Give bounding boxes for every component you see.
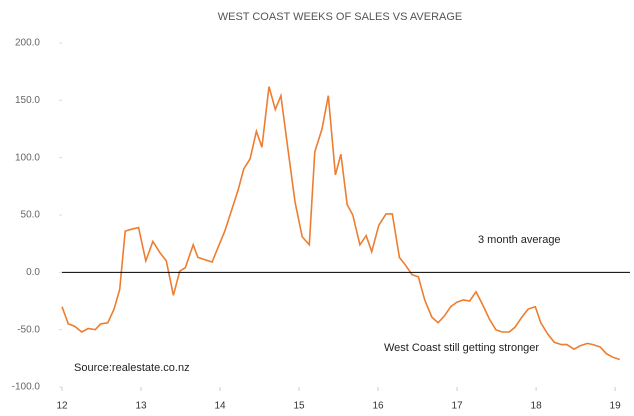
x-tick-label: 15 — [293, 401, 305, 412]
x-tick-label: 17 — [452, 401, 464, 412]
y-tick-label: 150.0 — [15, 95, 40, 106]
data-line — [61, 86, 621, 361]
x-tick-label: 16 — [372, 401, 384, 412]
x-tick-label: 13 — [135, 401, 147, 412]
annotation: 3 month average — [478, 234, 561, 246]
y-tick-label: 50.0 — [21, 210, 41, 221]
x-tick-label: 12 — [56, 401, 68, 412]
x-tick-label: 14 — [214, 401, 226, 412]
annotation: Source:realestate.co.nz — [74, 362, 190, 374]
y-tick-label: 200.0 — [15, 38, 40, 49]
y-tick-label: 100.0 — [15, 152, 40, 163]
y-tick-label: 0.0 — [26, 267, 40, 278]
chart-title: WEST COAST WEEKS OF SALES VS AVERAGE — [218, 11, 463, 23]
x-tick-label: 19 — [610, 401, 622, 412]
x-tick-label: 18 — [531, 401, 543, 412]
y-tick-label: -50.0 — [17, 324, 40, 335]
y-tick-label: -100.0 — [12, 382, 41, 393]
annotation: West Coast still getting stronger — [384, 342, 540, 354]
